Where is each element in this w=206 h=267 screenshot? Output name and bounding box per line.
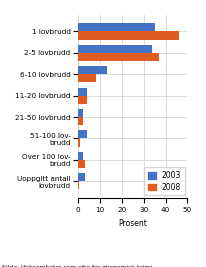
Bar — [78, 74, 95, 83]
Bar — [78, 32, 178, 40]
Bar — [78, 173, 84, 181]
Bar — [78, 130, 87, 139]
Bar — [78, 45, 152, 53]
Text: Kilde: Virksomheter som ofre for økonomisk krimi-
nalitet 2003 og 2008, Statisti: Kilde: Virksomheter som ofre for økonomi… — [2, 264, 153, 267]
Bar — [78, 160, 84, 168]
Bar — [78, 139, 80, 147]
Bar — [78, 117, 82, 125]
X-axis label: Prosent: Prosent — [118, 219, 146, 228]
Bar — [78, 88, 87, 96]
Bar — [78, 152, 82, 160]
Legend: 2003, 2008: 2003, 2008 — [144, 167, 184, 195]
Bar — [78, 109, 82, 117]
Bar — [78, 66, 106, 74]
Bar — [78, 96, 87, 104]
Bar — [78, 23, 154, 32]
Bar — [78, 53, 158, 61]
